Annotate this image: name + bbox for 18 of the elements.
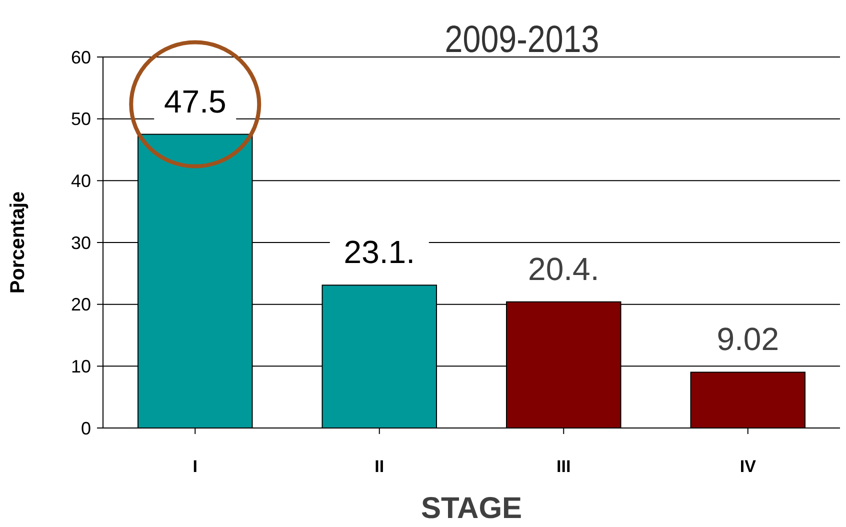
- x-tick-label: II: [374, 457, 384, 476]
- data-label: 47.5: [164, 83, 226, 120]
- y-tick-label: 20: [70, 294, 91, 315]
- y-tick-label: 60: [70, 47, 91, 68]
- data-label: 9.02: [716, 321, 780, 358]
- chart-title: 2009-2013: [444, 18, 600, 61]
- y-tick-label: 50: [70, 109, 91, 130]
- y-tick-label: 30: [70, 232, 91, 253]
- x-tick-label: I: [192, 457, 198, 476]
- y-tick-label: 10: [70, 356, 91, 376]
- y-axis-title: Porcentaje: [7, 191, 29, 294]
- data-label: 20.4.: [528, 250, 600, 287]
- x-tick-label: III: [556, 457, 571, 476]
- y-tick-label: 40: [70, 170, 91, 191]
- y-tick-label: 0: [80, 418, 91, 438]
- data-label: 23.1.: [344, 234, 415, 270]
- x-axis-title: STAGE: [420, 492, 522, 525]
- x-tick-label: IV: [740, 457, 757, 476]
